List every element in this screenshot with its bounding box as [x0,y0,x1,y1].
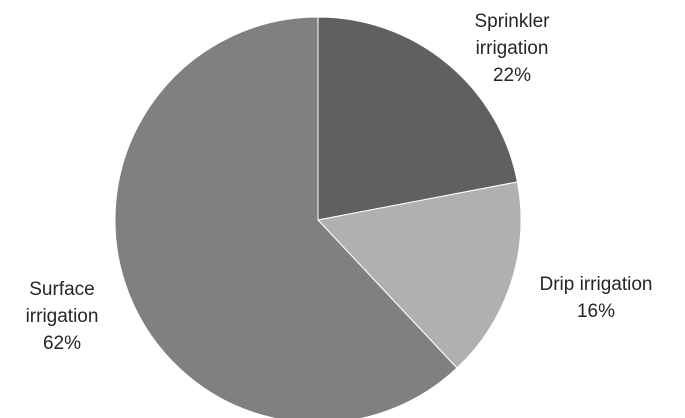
pie-label-line: 22% [493,65,531,86]
pie-slices [115,17,521,418]
pie-label-drip-irrigation: Drip irrigation 16% [540,274,653,322]
pie-label-line: irrigation [476,38,549,59]
pie-label-line: 62% [43,333,81,354]
pie-label-line: Drip irrigation [540,274,653,295]
pie-label-line: 16% [577,301,615,322]
pie-label-sprinkler-irrigation: Sprinkler irrigation 22% [475,11,551,86]
pie-label-line: Sprinkler [475,11,551,32]
pie-label-line: Surface [29,279,94,300]
pie-label-surface-irrigation: Surface irrigation 62% [26,279,99,354]
pie-label-line: irrigation [26,306,99,327]
